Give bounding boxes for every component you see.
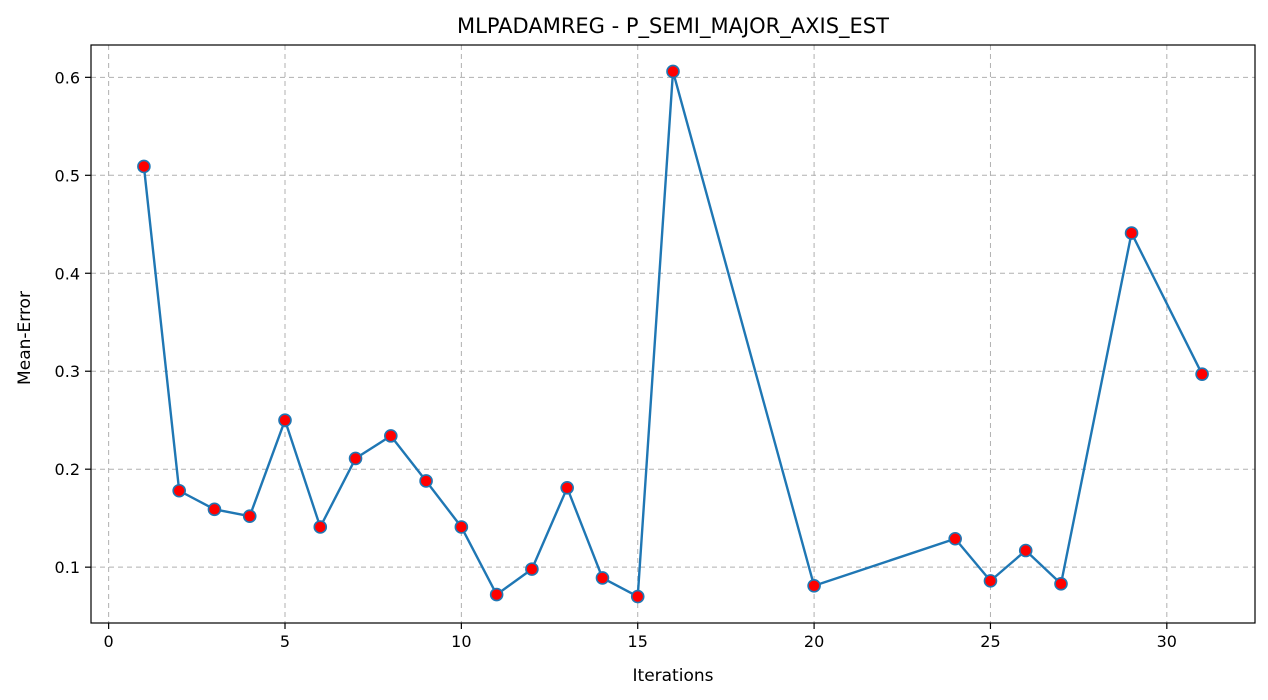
data-point [1018,543,1033,558]
data-point [278,413,292,428]
x-tick-label: 5 [280,632,290,651]
data-point [1054,577,1068,591]
data-point [419,474,433,488]
data-point [242,509,257,524]
x-tick-label: 25 [980,632,1000,651]
data-point [948,531,962,546]
chart-title: MLPADAMREG - P_SEMI_MAJOR_AXIS_EST [457,14,889,39]
y-tick-label: 0.6 [55,68,80,87]
x-tick-label: 30 [1157,632,1177,651]
data-point [1195,367,1209,381]
series-layer [137,64,1209,604]
data-point [454,520,469,534]
y-tick-label: 0.1 [55,558,80,577]
data-point [384,429,398,443]
data-point [1124,226,1139,240]
x-axis-label: Iterations [633,666,714,686]
series-line [142,70,1204,598]
x-tick-label: 0 [104,632,114,651]
x-tick-label: 15 [628,632,648,651]
y-tick-label: 0.4 [55,264,80,283]
data-point [807,578,821,593]
plot-frame [90,44,1256,624]
data-point [207,502,222,517]
grid [91,45,1255,623]
x-tick-label: 10 [451,632,471,651]
data-point [489,587,504,602]
data-point [560,481,574,495]
y-tick-label: 0.3 [55,362,80,381]
y-tick-label: 0.2 [55,460,80,479]
data-point [172,483,186,498]
x-tick-label: 20 [804,632,824,651]
data-point [630,589,645,604]
data-point [595,571,610,585]
data-point [983,574,998,588]
y-axis-label: Mean-Error [15,291,35,385]
y-tick-label: 0.5 [55,166,80,185]
ticks: 0 5 10 15 20 25 30 0.1 0.2 0.3 0.4 0.5 0.6 [55,68,1177,651]
data-point [666,64,680,79]
data-point [525,562,539,576]
data-point [137,159,151,174]
data-point [348,451,363,466]
data-point [313,520,328,534]
